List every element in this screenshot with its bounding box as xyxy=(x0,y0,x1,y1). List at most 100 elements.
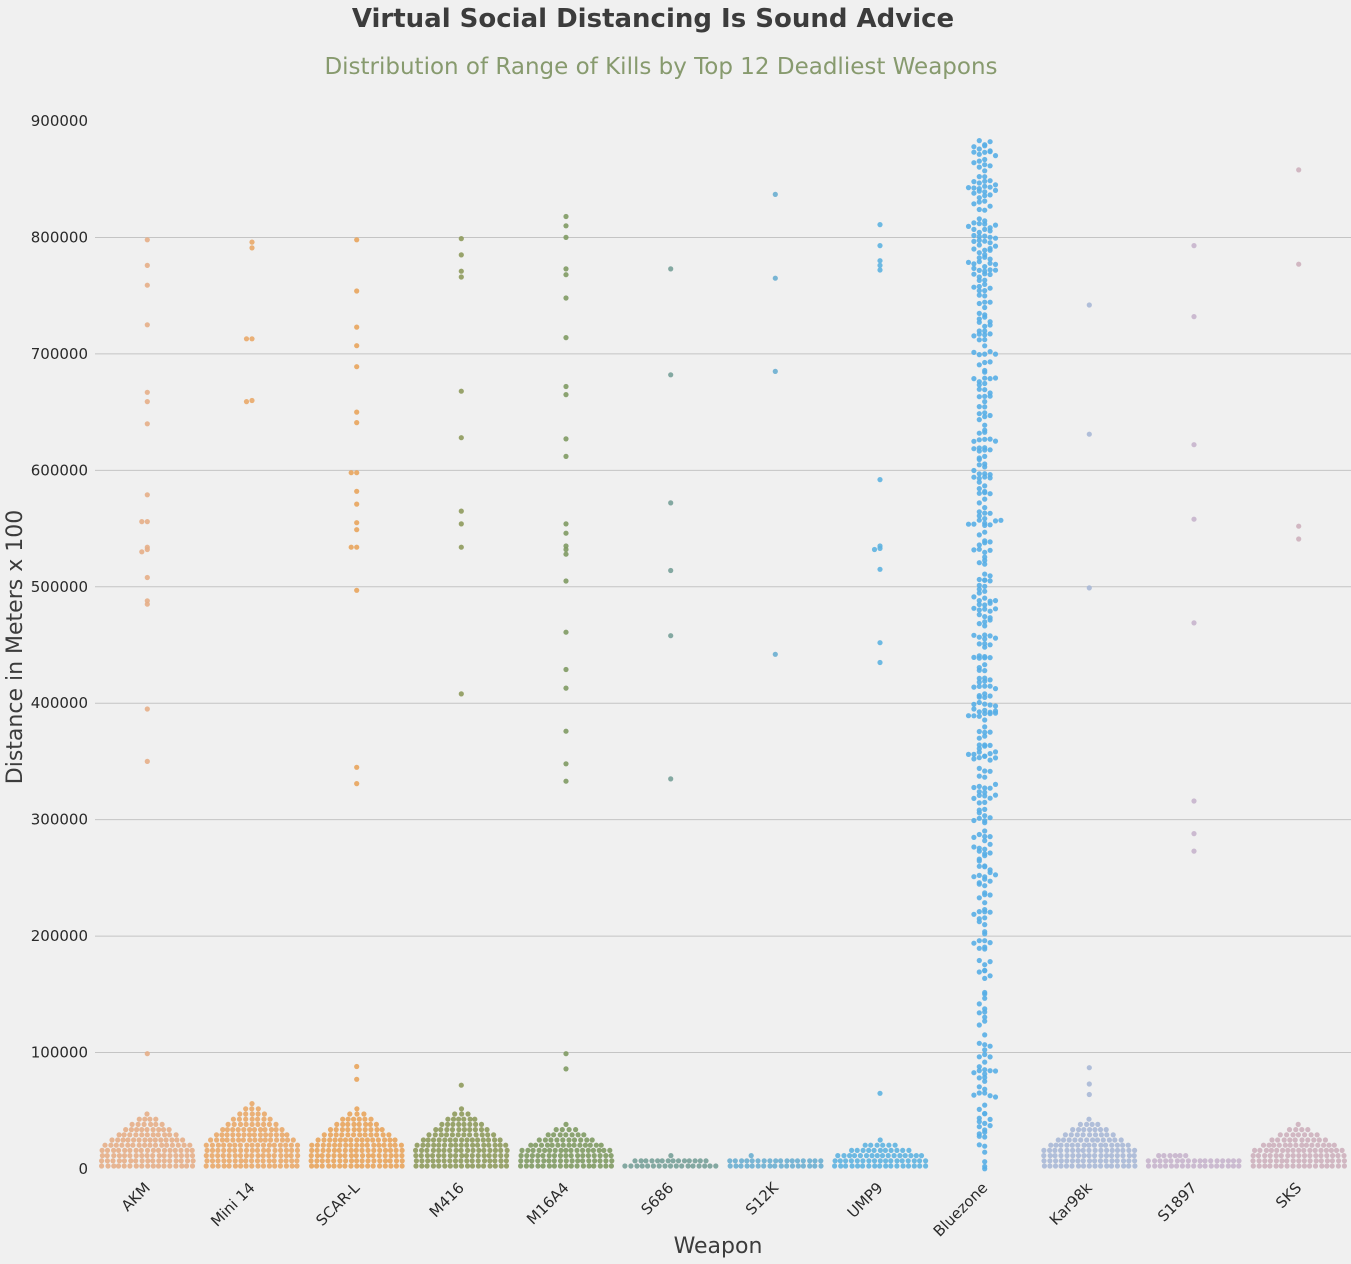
cluster-point xyxy=(388,1163,394,1169)
cluster-point xyxy=(1256,1163,1262,1169)
cluster-point xyxy=(111,1153,117,1159)
cluster-point xyxy=(784,1163,790,1169)
spread-point xyxy=(982,785,988,791)
spread-point xyxy=(982,1159,988,1165)
cluster-point xyxy=(1064,1147,1070,1153)
spread-point xyxy=(987,163,993,169)
spread-point xyxy=(976,713,982,719)
spread-point xyxy=(982,461,988,467)
cluster-point xyxy=(1202,1158,1208,1164)
cluster-point xyxy=(1125,1142,1131,1148)
cluster-point xyxy=(163,1137,169,1143)
cluster-point xyxy=(204,1158,210,1164)
outlier-point xyxy=(249,336,255,342)
spread-point xyxy=(971,246,977,252)
spread-point xyxy=(976,386,982,392)
spread-point xyxy=(976,1010,982,1016)
spread-point xyxy=(976,319,982,325)
cluster-point xyxy=(584,1137,590,1143)
spread-point xyxy=(987,1043,993,1049)
cluster-point xyxy=(456,1121,462,1127)
cluster-point xyxy=(1267,1153,1273,1159)
spread-point xyxy=(965,259,972,265)
cluster-point xyxy=(179,1163,185,1169)
outlier-point xyxy=(877,258,883,264)
cluster-point xyxy=(1307,1153,1313,1159)
x-tick-label: S12K xyxy=(742,1178,783,1219)
spread-point xyxy=(971,844,977,850)
cluster-point xyxy=(1324,1163,1330,1169)
spread-point xyxy=(987,376,993,382)
cluster-point xyxy=(1069,1158,1076,1164)
cluster-point xyxy=(1305,1137,1311,1143)
cluster-point xyxy=(713,1163,719,1169)
cluster-point xyxy=(603,1153,609,1159)
cluster-point xyxy=(453,1163,459,1169)
cluster-point xyxy=(353,1153,359,1159)
cluster-point xyxy=(365,1147,371,1153)
spread-point xyxy=(987,472,993,478)
cluster-point xyxy=(251,1132,257,1138)
cluster-point xyxy=(219,1132,225,1138)
x-tick-label: Mini 14 xyxy=(207,1179,258,1230)
cluster-point xyxy=(1287,1142,1293,1148)
cluster-point xyxy=(1069,1142,1075,1148)
cluster-point xyxy=(419,1147,425,1153)
cluster-point xyxy=(761,1158,767,1164)
cluster-point xyxy=(271,1142,277,1148)
outlier-point xyxy=(1191,620,1197,626)
outlier-point xyxy=(563,223,569,229)
cluster-point xyxy=(377,1147,383,1153)
cluster-point xyxy=(1103,1142,1109,1148)
cluster-point xyxy=(425,1142,431,1148)
cluster-point xyxy=(479,1132,485,1138)
cluster-point xyxy=(911,1158,917,1164)
cluster-point xyxy=(243,1121,249,1127)
cluster-point xyxy=(540,1153,546,1159)
cluster-point xyxy=(1307,1147,1313,1153)
spread-point xyxy=(982,337,988,343)
cluster-point xyxy=(1255,1153,1262,1159)
spread-point xyxy=(971,684,977,690)
spread-point xyxy=(987,729,993,735)
x-tick-label: SKS xyxy=(1272,1179,1305,1212)
cluster-point xyxy=(670,1158,676,1164)
cluster-point xyxy=(1321,1142,1327,1148)
outlier-point xyxy=(563,335,569,341)
cluster-point xyxy=(877,1137,883,1143)
cluster-point xyxy=(535,1163,541,1169)
cluster-point xyxy=(1197,1163,1203,1169)
cluster-point xyxy=(430,1153,436,1159)
cluster-point xyxy=(362,1127,368,1133)
cluster-point xyxy=(551,1163,558,1169)
spread-point xyxy=(976,773,982,779)
spread-point xyxy=(976,475,982,481)
spread-point xyxy=(982,1149,988,1155)
spread-point xyxy=(982,189,988,195)
cluster-point xyxy=(681,1158,688,1164)
cluster-point xyxy=(690,1163,696,1169)
spread-point xyxy=(976,250,982,256)
cluster-point xyxy=(528,1142,534,1148)
cluster-point xyxy=(464,1158,470,1164)
cluster-point xyxy=(364,1142,370,1148)
spread-point xyxy=(976,546,982,552)
spread-point xyxy=(982,277,988,283)
cluster-point xyxy=(99,1163,105,1169)
spread-point xyxy=(987,256,993,262)
spread-point xyxy=(982,636,988,642)
outlier-point xyxy=(354,1063,360,1070)
cluster-point xyxy=(224,1137,230,1143)
cluster-point xyxy=(574,1147,580,1153)
cluster-point xyxy=(243,1147,250,1153)
spread-point xyxy=(982,938,988,944)
cluster-point xyxy=(453,1147,459,1153)
cluster-point xyxy=(778,1163,784,1169)
spread-point xyxy=(976,576,982,583)
cluster-point xyxy=(1110,1132,1116,1138)
cluster-point xyxy=(866,1163,872,1169)
spread-point xyxy=(982,1018,988,1024)
cluster-point xyxy=(880,1142,886,1148)
spread-point xyxy=(971,160,977,166)
cluster-point xyxy=(467,1121,473,1127)
